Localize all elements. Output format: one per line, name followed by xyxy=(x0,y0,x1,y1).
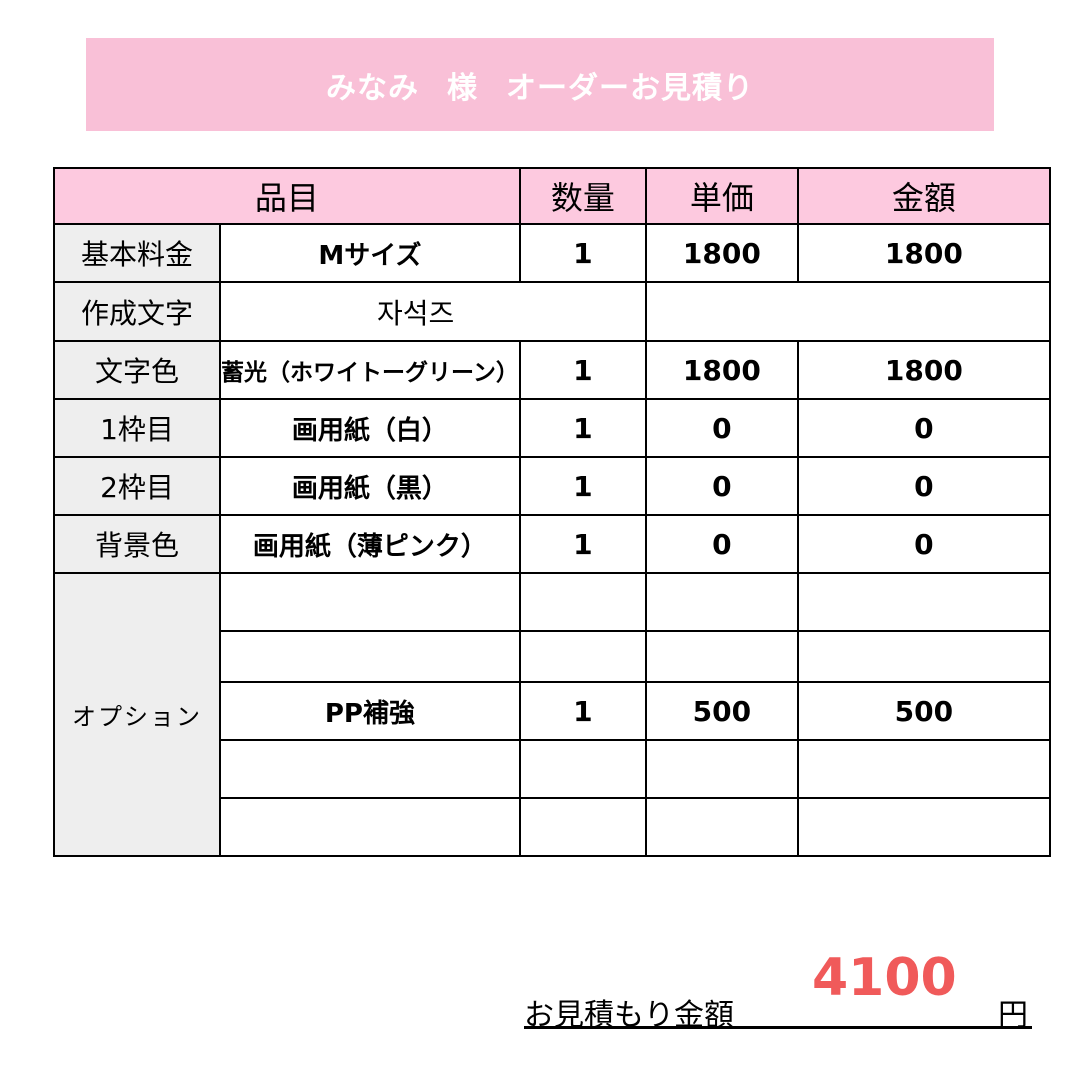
document-title: オーダーお見積り xyxy=(506,70,754,106)
amount-cell xyxy=(796,572,1051,632)
item-cell: 蓄光（ホワイトーグリーン） xyxy=(219,340,521,400)
option-label: オプション xyxy=(53,572,221,857)
price-cell xyxy=(644,739,799,799)
header-price: 単価 xyxy=(644,167,799,225)
table-row: 文字色 蓄光（ホワイトーグリーン） 1 1800 1800 xyxy=(53,340,1051,400)
option-row xyxy=(54,630,1051,683)
estimate-table: 品目 数量 単価 金額 基本料金 Mサイズ 1 1800 1800 作成文字 자… xyxy=(53,167,1051,857)
qty-cell xyxy=(518,797,647,857)
amount-cell: 0 xyxy=(796,456,1051,516)
item-cell: Mサイズ xyxy=(219,223,521,283)
total-underline xyxy=(524,1026,1032,1029)
option-row: PP補強 1 500 500 xyxy=(54,681,1051,741)
option-row xyxy=(54,739,1051,799)
item-cell: 画用紙（黒） xyxy=(219,456,521,516)
amount-cell: 0 xyxy=(796,398,1051,458)
price-cell: 0 xyxy=(644,398,799,458)
header-qty: 数量 xyxy=(518,167,647,225)
customer-name: みなみ xyxy=(326,70,419,106)
item-cell xyxy=(219,739,521,799)
amount-cell: 500 xyxy=(796,681,1051,741)
honorific: 様 xyxy=(447,70,478,106)
qty-cell: 1 xyxy=(518,456,647,516)
option-row xyxy=(54,797,1051,857)
total-value: 4100 xyxy=(812,948,957,1008)
qty-cell: 1 xyxy=(518,514,647,574)
qty-cell: 1 xyxy=(518,681,647,741)
row-label: 文字色 xyxy=(53,340,221,400)
amount-cell xyxy=(796,630,1051,683)
item-cell xyxy=(219,630,521,683)
price-cell: 0 xyxy=(644,456,799,516)
header-row: 品目 数量 単価 金額 xyxy=(53,167,1051,225)
price-cell: 1800 xyxy=(644,340,799,400)
table-row: 1枠目 画用紙（白） 1 0 0 xyxy=(53,398,1051,458)
amount-cell: 1800 xyxy=(796,340,1051,400)
qty-cell xyxy=(518,630,647,683)
row-label: 基本料金 xyxy=(53,223,221,283)
price-cell xyxy=(644,572,799,632)
table-row: 基本料金 Mサイズ 1 1800 1800 xyxy=(53,223,1051,283)
item-cell xyxy=(219,572,521,632)
header-item: 品目 xyxy=(53,167,521,225)
item-cell: 画用紙（白） xyxy=(219,398,521,458)
qty-cell xyxy=(518,739,647,799)
row-label: 2枠目 xyxy=(53,456,221,516)
table-row: 作成文字 자석즈 xyxy=(53,281,1051,342)
item-cell: PP補強 xyxy=(219,681,521,741)
table-row: 背景色 画用紙（薄ピンク） 1 0 0 xyxy=(53,514,1051,574)
empty-cell xyxy=(644,281,1051,342)
header-amount: 金額 xyxy=(796,167,1051,225)
price-cell: 500 xyxy=(644,681,799,741)
qty-cell: 1 xyxy=(518,340,647,400)
option-row: オプション xyxy=(53,572,1051,857)
price-cell xyxy=(644,630,799,683)
amount-cell xyxy=(796,739,1051,799)
qty-cell: 1 xyxy=(518,398,647,458)
qty-cell: 1 xyxy=(518,223,647,283)
created-text-cell: 자석즈 xyxy=(219,281,647,342)
item-cell: 画用紙（薄ピンク） xyxy=(219,514,521,574)
amount-cell: 1800 xyxy=(796,223,1051,283)
price-cell: 0 xyxy=(644,514,799,574)
row-label: 1枠目 xyxy=(53,398,221,458)
row-label: 作成文字 xyxy=(53,281,221,342)
item-cell xyxy=(219,797,521,857)
qty-cell xyxy=(518,572,647,632)
amount-cell: 0 xyxy=(796,514,1051,574)
table-row: 2枠目 画用紙（黒） 1 0 0 xyxy=(53,456,1051,516)
amount-cell xyxy=(796,797,1051,857)
price-cell xyxy=(644,797,799,857)
row-label: 背景色 xyxy=(53,514,221,574)
title-banner: みなみ 様 オーダーお見積り xyxy=(86,38,994,131)
price-cell: 1800 xyxy=(644,223,799,283)
